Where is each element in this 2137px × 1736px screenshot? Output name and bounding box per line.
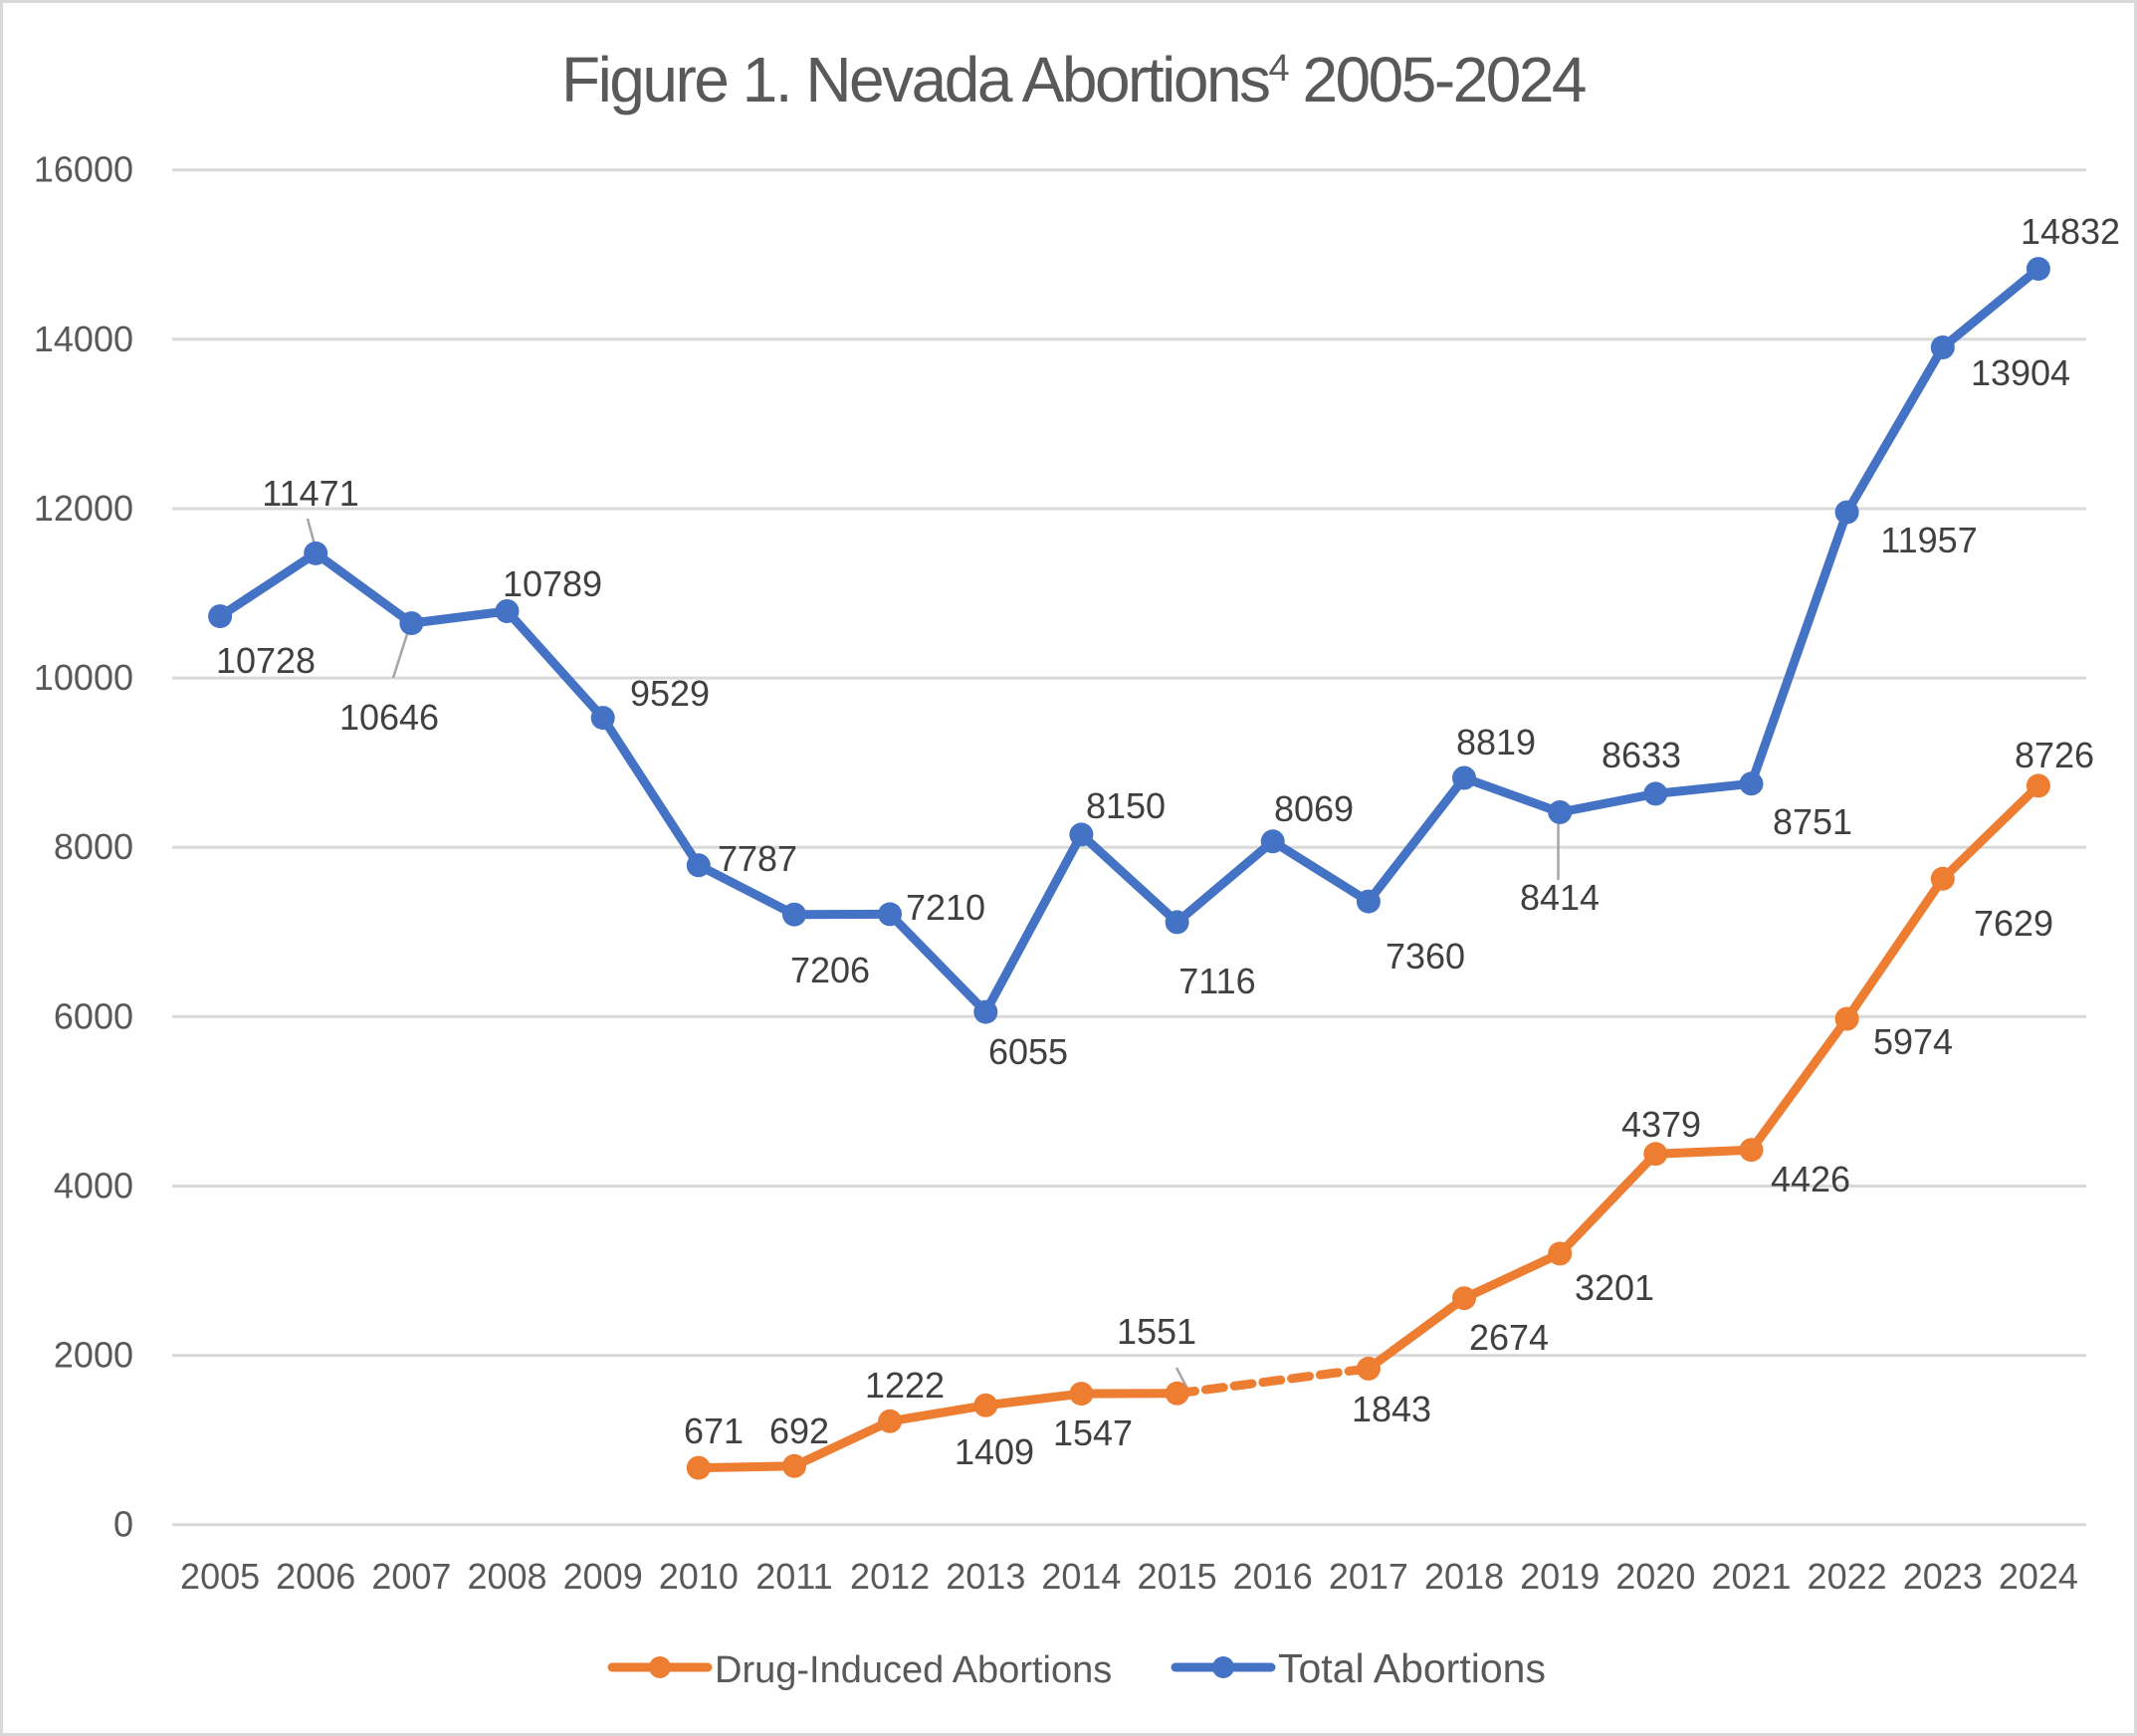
svg-text:13904: 13904 (1971, 352, 2070, 393)
svg-text:2017: 2017 (1329, 1556, 1408, 1597)
svg-text:1551: 1551 (1117, 1311, 1196, 1352)
svg-text:2011: 2011 (755, 1556, 832, 1597)
svg-text:3201: 3201 (1575, 1267, 1654, 1308)
svg-text:2021: 2021 (1711, 1556, 1791, 1597)
svg-text:4379: 4379 (1621, 1104, 1701, 1145)
svg-text:2016: 2016 (1233, 1556, 1313, 1597)
svg-text:2009: 2009 (563, 1556, 643, 1597)
svg-text:2008: 2008 (467, 1556, 546, 1597)
svg-text:6000: 6000 (54, 995, 133, 1036)
svg-text:671: 671 (684, 1410, 744, 1451)
svg-text:7360: 7360 (1386, 936, 1465, 976)
svg-text:1222: 1222 (865, 1365, 945, 1406)
svg-text:14000: 14000 (34, 319, 133, 359)
svg-text:2012: 2012 (850, 1556, 930, 1597)
svg-text:14832: 14832 (2021, 211, 2120, 252)
svg-text:8726: 8726 (2015, 735, 2094, 775)
svg-text:Drug-Induced Abortions: Drug-Induced Abortions (715, 1649, 1112, 1691)
svg-text:2007: 2007 (371, 1556, 451, 1597)
svg-text:11957: 11957 (1880, 520, 1977, 560)
svg-text:2014: 2014 (1041, 1556, 1121, 1597)
svg-text:10789: 10789 (503, 563, 602, 604)
svg-text:8069: 8069 (1274, 788, 1354, 829)
svg-text:2020: 2020 (1615, 1556, 1695, 1597)
svg-text:11471: 11471 (262, 473, 358, 514)
svg-text:2013: 2013 (946, 1556, 1025, 1597)
svg-text:7206: 7206 (790, 950, 870, 990)
svg-text:1843: 1843 (1352, 1389, 1431, 1429)
svg-text:7629: 7629 (1974, 903, 2053, 944)
svg-text:2015: 2015 (1138, 1556, 1217, 1597)
svg-text:8819: 8819 (1456, 722, 1536, 762)
svg-text:10000: 10000 (34, 657, 133, 698)
svg-text:1547: 1547 (1053, 1412, 1133, 1453)
svg-text:10646: 10646 (339, 697, 439, 738)
svg-text:2024: 2024 (1999, 1556, 2078, 1597)
svg-text:2006: 2006 (276, 1556, 355, 1597)
svg-text:Total Abortions: Total Abortions (1278, 1645, 1546, 1691)
svg-text:8633: 8633 (1602, 735, 1681, 775)
svg-text:2000: 2000 (54, 1335, 133, 1376)
svg-text:8150: 8150 (1086, 785, 1166, 826)
svg-text:10728: 10728 (216, 640, 316, 681)
svg-text:Figure 1. Nevada Abortions4 20: Figure 1. Nevada Abortions4 2005-2024 (561, 44, 1586, 115)
svg-text:2019: 2019 (1520, 1556, 1600, 1597)
svg-text:12000: 12000 (34, 488, 133, 529)
svg-text:5974: 5974 (1873, 1021, 1953, 1062)
svg-text:4000: 4000 (54, 1166, 133, 1206)
svg-text:2022: 2022 (1808, 1556, 1887, 1597)
svg-text:8751: 8751 (1773, 801, 1852, 842)
svg-text:0: 0 (113, 1504, 133, 1545)
svg-text:1409: 1409 (955, 1431, 1034, 1472)
svg-text:2005: 2005 (180, 1556, 260, 1597)
svg-text:9529: 9529 (630, 673, 710, 714)
svg-text:8414: 8414 (1520, 877, 1600, 918)
svg-text:7210: 7210 (906, 887, 985, 928)
svg-text:16000: 16000 (34, 149, 133, 190)
svg-text:7116: 7116 (1178, 961, 1255, 1001)
svg-text:8000: 8000 (54, 826, 133, 867)
svg-text:2023: 2023 (1903, 1556, 1983, 1597)
svg-text:2674: 2674 (1469, 1317, 1549, 1358)
svg-text:7787: 7787 (718, 838, 797, 879)
svg-text:6055: 6055 (988, 1031, 1068, 1072)
svg-text:4426: 4426 (1771, 1159, 1850, 1199)
svg-text:2018: 2018 (1424, 1556, 1504, 1597)
svg-text:2010: 2010 (659, 1556, 739, 1597)
svg-text:692: 692 (769, 1410, 829, 1451)
